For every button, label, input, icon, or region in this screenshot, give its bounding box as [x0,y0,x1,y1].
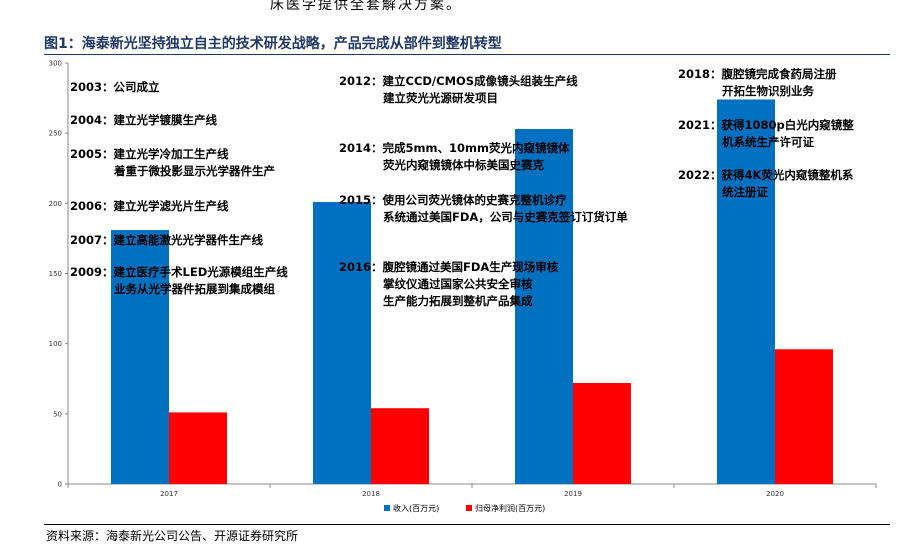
bar-revenue-2019 [515,128,573,484]
y-tick-label: 200 [49,200,62,208]
y-tick-label: 0 [58,481,62,489]
annotation-2014-line2: 荧光内窥镜镜体中标美国史赛克 [383,158,544,172]
annotation-2012-line2: 建立荧光光源研发项目 [383,91,498,105]
bar-profit-2018 [371,408,429,484]
annotation-2016-line3: 生产能力拓展到整机产品集成 [383,294,533,308]
bar-profit-2017 [169,412,227,484]
annotation-2012-line1: 2012：建立CCD/CMOS成像镜头组装生产线 [339,74,578,88]
source-note: 资料来源：海泰新光公司公告、开源证券研究所 [46,529,299,543]
y-tick-label: 150 [49,270,62,278]
annotation-2015-line2: 系统通过美国FDA，公司与史赛克签订订货订单 [383,210,628,224]
title-rule [44,54,890,55]
chart-bars [111,99,833,484]
annotation-2009-line1: 2009：建立医疗手术LED光源模组生产线 [70,265,288,279]
annotation-2018-line2: 开拓生物识别业务 [722,84,814,98]
annotation-2014-line1: 2014：完成5mm、10mm荧光内窥镜镜体 [339,141,570,155]
annotation-2015-line1: 2015：使用公司荧光镜体的史赛克整机诊疗 [339,193,567,207]
annotation-2022-line2: 统注册证 [722,185,768,199]
header-text: 床医学提供全套解决方案。 [270,0,462,13]
bar-profit-2020 [775,349,833,484]
annotation-2007-line1: 2007：建立高能激光光学器件生产线 [70,233,264,247]
annotation-2003-line1: 2003：公司成立 [70,80,160,94]
annotation-2016-line1: 2016：腹腔镜通过美国FDA生产现场审核 [339,260,559,274]
annotation-2016-line2: 掌纹仪通过国家公共安全审核 [383,277,533,291]
figure-title: 图1：海泰新光坚持独立自主的技术研发战略，产品完成从部件到整机转型 [44,36,502,52]
legend-label-0: 收入(百万元) [393,503,439,513]
legend-swatch-1 [466,505,472,511]
annotation-2004-line1: 2004：建立光学镀膜生产线 [70,113,218,127]
x-tick-label: 2018 [362,490,380,498]
annotation-2018-line1: 2018：腹腔镜完成食药局注册 [678,67,837,81]
y-tick-label: 250 [49,130,62,138]
annotation-2022-line1: 2022：获得4K荧光内窥镜整机系 [678,168,854,182]
legend-swatch-0 [384,505,390,511]
bar-revenue-2018 [313,201,371,484]
annotation-2021-line1: 2021：获得1080p白光内窥镜整 [678,118,854,132]
bottom-rule [44,524,890,525]
y-tick-label: 50 [53,410,62,418]
legend-label-1: 归母净利润(百万元) [475,503,545,513]
bar-revenue-2020 [717,99,775,484]
x-tick-label: 2017 [160,490,178,498]
milestone-annotations: 2003：公司成立 2004：建立光学镀膜生产线 2005：建立光学冷加工生产线着重… [70,67,854,308]
chart-legend: 收入(百万元) 归母净利润(百万元) [384,503,545,513]
annotation-2006-line1: 2006：建立光学滤光片生产线 [70,199,229,213]
y-tick-label: 300 [49,60,62,68]
annotation-2009-line2: 业务从光学器件拓展到集成模组 [114,282,275,296]
bar-profit-2019 [573,382,631,484]
bar-revenue-2017 [111,229,169,484]
x-tick-label: 2019 [564,490,582,498]
annotation-2005-line1: 2005：建立光学冷加工生产线 [70,147,229,161]
annotation-2005-line2: 着重于微投影显示光学器件生产 [113,164,275,178]
annotation-2021-line2: 机系统生产许可证 [722,135,814,149]
x-tick-label: 2020 [766,490,784,498]
y-tick-label: 100 [49,340,62,348]
